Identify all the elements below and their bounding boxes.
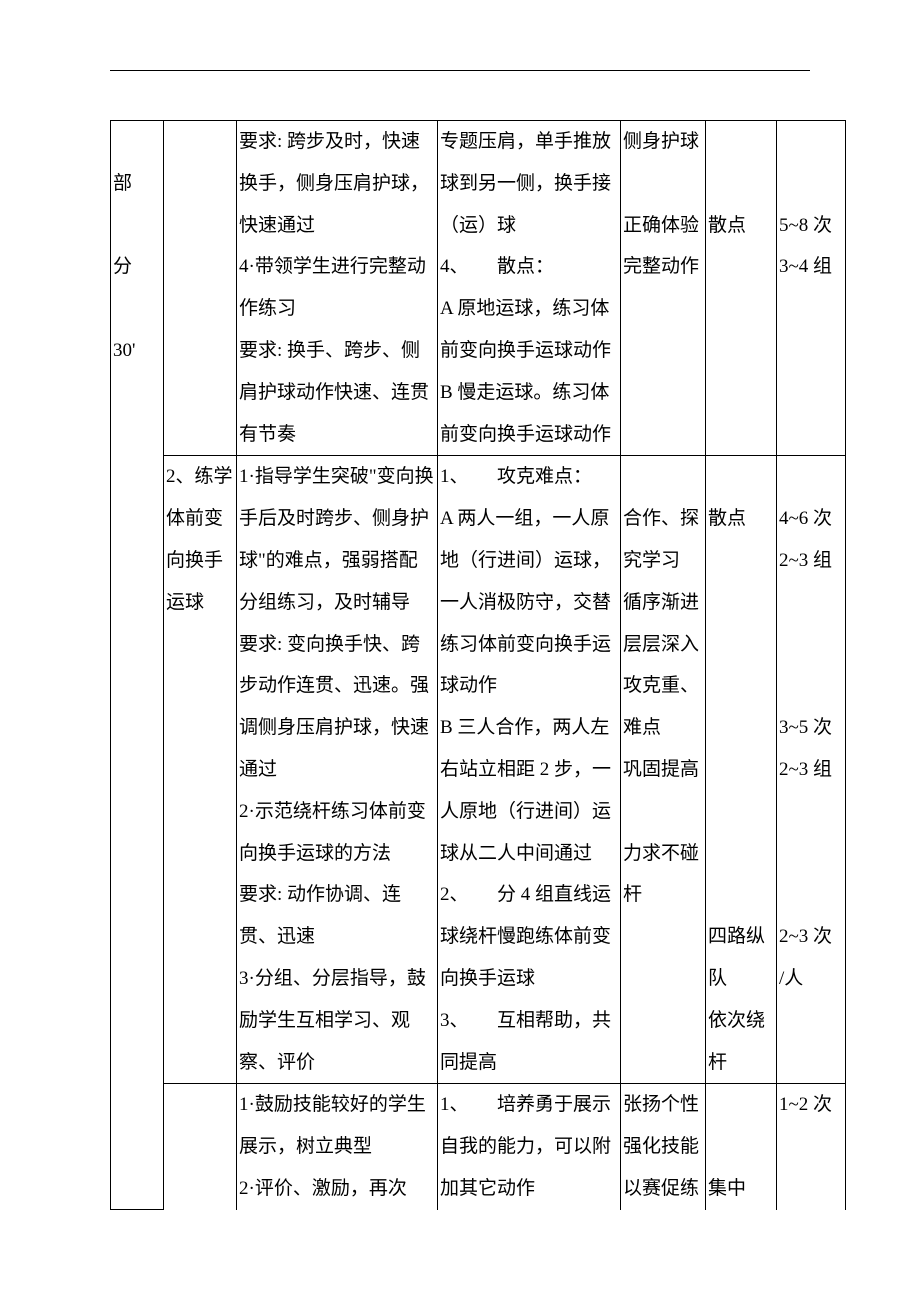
formation-text: 集中 — [708, 1084, 774, 1209]
document-page: 部 分 30' 要求: 跨步及时，快速换手，侧身压肩护球，快速通过 4·带领学生… — [0, 0, 920, 1302]
table-row: 1·鼓励技能较好的学生展示，树立典型 2·评价、激励，再次 1、 培养勇于展示自… — [111, 1084, 846, 1210]
cell-reps: 1~2 次 — [777, 1084, 846, 1210]
table-row: 部 分 30' 要求: 跨步及时，快速换手，侧身压肩护球，快速通过 4·带领学生… — [111, 121, 846, 456]
formation-text: 散点 四路纵队 依次绕杆 — [708, 456, 774, 1083]
cell-student-activity: 1、 攻克难点： A 两人一组，一人原地（行进间）运球，一人消极防守，交替练习体… — [438, 456, 621, 1084]
reps-text: 4~6 次 2~3 组 3~5 次 2~3 组 2~3 次 /人 — [779, 456, 843, 999]
cell-reps: 5~8 次 3~4 组 — [777, 121, 846, 456]
reps-text: 5~8 次 3~4 组 — [779, 121, 843, 288]
cell-reps: 4~6 次 2~3 组 3~5 次 2~3 组 2~3 次 /人 — [777, 456, 846, 1084]
cell-student-activity: 专题压肩，单手推放球到另一侧，换手接（运）球 4、 散点： A 原地运球，练习体… — [438, 121, 621, 456]
reps-text: 1~2 次 — [779, 1084, 843, 1126]
intent-text: 合作、探究学习 循序渐进层层深入 攻克重、难点 巩固提高 力求不碰杆 — [623, 456, 703, 916]
student-activity-text: 1、 攻克难点： A 两人一组，一人原地（行进间）运球，一人消极防守，交替练习体… — [440, 456, 618, 1083]
header-rule — [110, 70, 810, 71]
cell-teacher-activity: 1·鼓励技能较好的学生展示，树立典型 2·评价、激励，再次 — [237, 1084, 438, 1210]
cell-formation: 散点 四路纵队 依次绕杆 — [706, 456, 777, 1084]
teacher-activity-text: 1·指导学生突破"变向换手后及时跨步、侧身护球"的难点，强弱搭配分组练习，及时辅… — [239, 456, 435, 1083]
student-activity-text: 1、 培养勇于展示自我的能力，可以附加其它动作 — [440, 1084, 618, 1209]
cell-student-activity: 1、 培养勇于展示自我的能力，可以附加其它动作 — [438, 1084, 621, 1210]
lesson-plan-table: 部 分 30' 要求: 跨步及时，快速换手，侧身压肩护球，快速通过 4·带领学生… — [110, 120, 846, 1210]
cell-intent: 张扬个性强化技能以赛促练 — [621, 1084, 706, 1210]
cell-intent: 侧身护球 正确体验完整动作 — [621, 121, 706, 456]
section-label: 部 分 30' — [113, 121, 161, 372]
cell-teacher-activity: 要求: 跨步及时，快速换手，侧身压肩护球，快速通过 4·带领学生进行完整动作练习… — [237, 121, 438, 456]
cell-formation: 集中 — [706, 1084, 777, 1210]
student-activity-text: 专题压肩，单手推放球到另一侧，换手接（运）球 4、 散点： A 原地运球，练习体… — [440, 121, 618, 455]
cell-subsection — [164, 121, 237, 456]
cell-teacher-activity: 1·指导学生突破"变向换手后及时跨步、侧身护球"的难点，强弱搭配分组练习，及时辅… — [237, 456, 438, 1084]
cell-section-label: 部 分 30' — [111, 121, 164, 1210]
teacher-activity-text: 1·鼓励技能较好的学生展示，树立典型 2·评价、激励，再次 — [239, 1084, 435, 1209]
formation-text: 散点 — [708, 121, 774, 246]
cell-formation: 散点 — [706, 121, 777, 456]
intent-text: 侧身护球 正确体验完整动作 — [623, 121, 703, 288]
cell-intent: 合作、探究学习 循序渐进层层深入 攻克重、难点 巩固提高 力求不碰杆 — [621, 456, 706, 1084]
teacher-activity-text: 要求: 跨步及时，快速换手，侧身压肩护球，快速通过 4·带领学生进行完整动作练习… — [239, 121, 435, 455]
subsection-text: 2、练学体前变向换手运球 — [166, 456, 234, 623]
table-row: 2、练学体前变向换手运球 1·指导学生突破"变向换手后及时跨步、侧身护球"的难点… — [111, 456, 846, 1084]
cell-subsection — [164, 1084, 237, 1210]
intent-text: 张扬个性强化技能以赛促练 — [623, 1084, 703, 1209]
cell-subsection: 2、练学体前变向换手运球 — [164, 456, 237, 1084]
